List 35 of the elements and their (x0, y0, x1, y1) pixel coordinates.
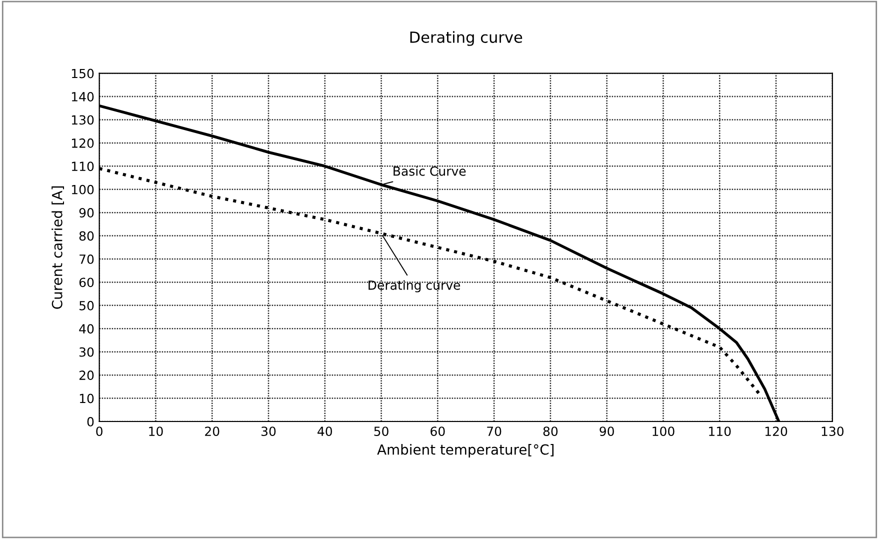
x-tick-label: 100 (652, 426, 674, 436)
y-axis-title: Curent carried [A] (52, 186, 64, 309)
series-label: Basic Curve (394, 166, 466, 176)
x-tick-label: 110 (709, 426, 731, 436)
y-tick-label: 10 (80, 394, 94, 404)
x-tick-label: 70 (487, 426, 502, 436)
y-tick-label: 40 (79, 324, 94, 334)
y-tick-label: 130 (72, 115, 94, 125)
y-tick-label: 120 (72, 138, 94, 148)
text: Derating curve (368, 280, 460, 292)
y-tick-label: 100 (72, 184, 94, 194)
y-tick-label: 90 (79, 208, 94, 218)
y-tick-label: 140 (72, 92, 94, 102)
y-tick-label: 30 (80, 347, 94, 357)
chart-title: Derating curve (410, 31, 522, 46)
x-tick-label: 20 (205, 426, 220, 436)
y-tick-label: 150 (72, 68, 94, 78)
x-tick-label: 80 (543, 426, 558, 436)
x-axis-title: Ambient temperature[°C] (377, 444, 554, 458)
y-tick-label: 80 (79, 231, 94, 241)
x-tick-label: 30 (262, 426, 276, 436)
x-tick-label: 40 (318, 426, 332, 436)
y-tick-label: 50 (80, 300, 94, 310)
y-tick-label: 0 (87, 416, 94, 426)
x-tick-label: 120 (765, 426, 788, 436)
x-tick-label: 130 (822, 426, 844, 436)
x-tick-label: 50 (374, 426, 388, 436)
x-tick-label: 10 (149, 426, 163, 436)
x-tick-label: 90 (600, 426, 614, 436)
y-tick-label: 60 (79, 278, 94, 288)
y-tick-label: 20 (79, 370, 94, 380)
y-tick-label: 110 (72, 162, 94, 172)
x-tick-label: 0 (96, 426, 102, 436)
x-tick-label: 60 (430, 426, 445, 436)
y-tick-label: 70 (80, 254, 94, 264)
